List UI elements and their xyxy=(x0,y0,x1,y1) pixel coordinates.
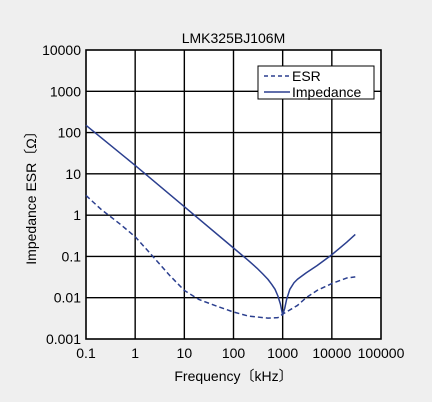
x-axis-label: Frequency〔kHz〕 xyxy=(174,368,292,384)
y-tick-label: 1 xyxy=(73,207,81,223)
x-tick-label: 1 xyxy=(131,345,139,361)
legend-label-esr: ESR xyxy=(292,68,321,84)
x-tick-label: 10000 xyxy=(312,345,351,361)
y-axis-label: Impedance ESR〔Ω〕 xyxy=(23,124,39,264)
y-tick-label: 0.1 xyxy=(62,248,82,264)
y-tick-labels: 0.001 0.01 0.1 1 10 100 1000 10000 xyxy=(42,42,81,347)
legend-label-impedance: Impedance xyxy=(292,84,361,100)
x-tick-label: 0.1 xyxy=(76,345,96,361)
x-tick-labels: 0.1 1 10 100 1000 10000 100000 xyxy=(76,345,404,361)
x-tick-label: 100000 xyxy=(358,345,405,361)
x-tick-label: 10 xyxy=(177,345,193,361)
chart-title: LMK325BJ106M xyxy=(182,30,286,46)
legend: ESR Impedance xyxy=(257,65,375,100)
y-tick-label: 10000 xyxy=(42,42,81,58)
y-tick-label: 100 xyxy=(58,125,82,141)
y-tick-label: 1000 xyxy=(50,83,81,99)
series-line-impedance xyxy=(85,124,356,316)
legend-box xyxy=(257,65,375,100)
y-tick-label: 10 xyxy=(65,166,81,182)
x-tick-label: 1000 xyxy=(267,345,298,361)
y-tick-label: 0.01 xyxy=(54,290,81,306)
x-tick-label: 100 xyxy=(222,345,246,361)
plot-frame xyxy=(85,49,382,340)
series-layer xyxy=(85,124,356,319)
y-tick-label: 0.001 xyxy=(46,331,81,347)
